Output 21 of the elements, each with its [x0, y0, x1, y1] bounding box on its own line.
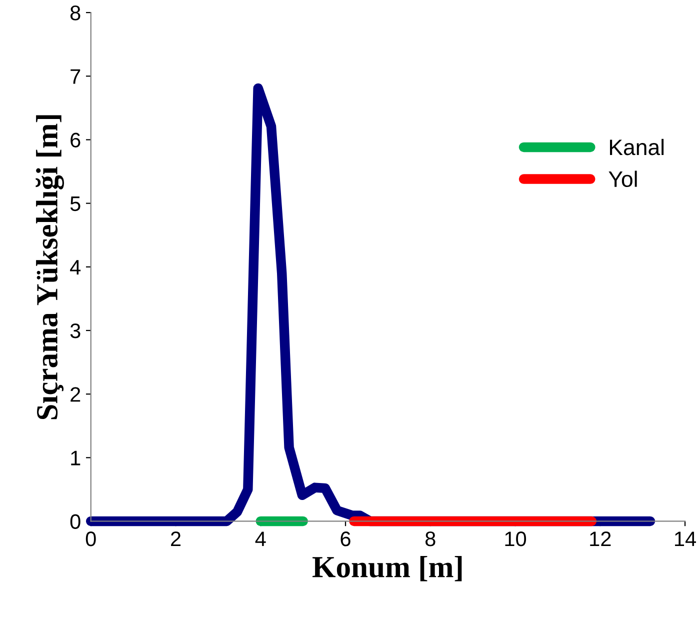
x-tick-label: 12 — [590, 532, 611, 546]
y-tick-label: 6 — [70, 132, 80, 148]
x-tick-label: 4 — [255, 532, 266, 546]
y-tick-label: 7 — [70, 69, 80, 84]
y-axis-title: Sıçrama Yükseklıği [m] — [36, 115, 64, 420]
x-tick-label: 6 — [340, 532, 350, 546]
legend-label: Yol — [608, 170, 637, 188]
y-tick-label: 2 — [70, 387, 80, 402]
x-axis-title: Konum [m] — [312, 556, 462, 582]
y-tick-label: 0 — [70, 514, 80, 529]
x-tick-label: 0 — [86, 532, 96, 546]
y-tick-label: 8 — [70, 6, 80, 20]
x-tick-label: 8 — [425, 532, 436, 546]
y-tick-label: 1 — [71, 450, 80, 466]
y-tick-label: 3 — [70, 323, 80, 338]
y-tick-label: 4 — [70, 260, 81, 274]
x-tick-label: 2 — [171, 532, 180, 546]
x-tick-label: 14 — [675, 532, 696, 546]
y-tick-label: 5 — [70, 196, 80, 212]
x-tick-label: 10 — [505, 532, 526, 546]
legend-label: Kanal — [610, 138, 664, 156]
